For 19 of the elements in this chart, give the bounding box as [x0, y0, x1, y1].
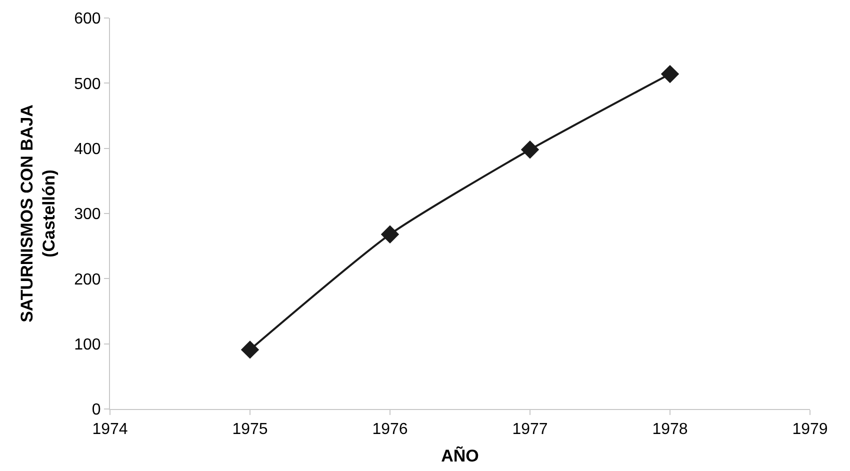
point: [240, 340, 260, 359]
x-tick-label: 1975: [232, 421, 268, 438]
point: [380, 225, 400, 244]
point: [520, 140, 540, 159]
x-tick-label: 1976: [372, 421, 408, 438]
y-tick-label: 500: [74, 76, 101, 93]
y-tick-label: 400: [74, 140, 101, 158]
x-tick-label: 1977: [512, 421, 548, 438]
y-tick-label: 0: [92, 402, 101, 419]
x-axis-title: AÑO: [441, 446, 479, 466]
x-tick-label: 1974: [92, 421, 128, 438]
y-tick-label: 100: [74, 336, 101, 354]
y-tick-label: 200: [74, 271, 101, 288]
y-tick-label: 600: [74, 10, 101, 28]
point: [660, 64, 680, 84]
x-tick-label: 1978: [652, 421, 688, 438]
x-tick-label: 1979: [792, 421, 828, 438]
y-tick-label: 300: [74, 206, 101, 224]
y-axis-title: SATURNISMOS CON BAJA (Castellón): [18, 104, 59, 322]
